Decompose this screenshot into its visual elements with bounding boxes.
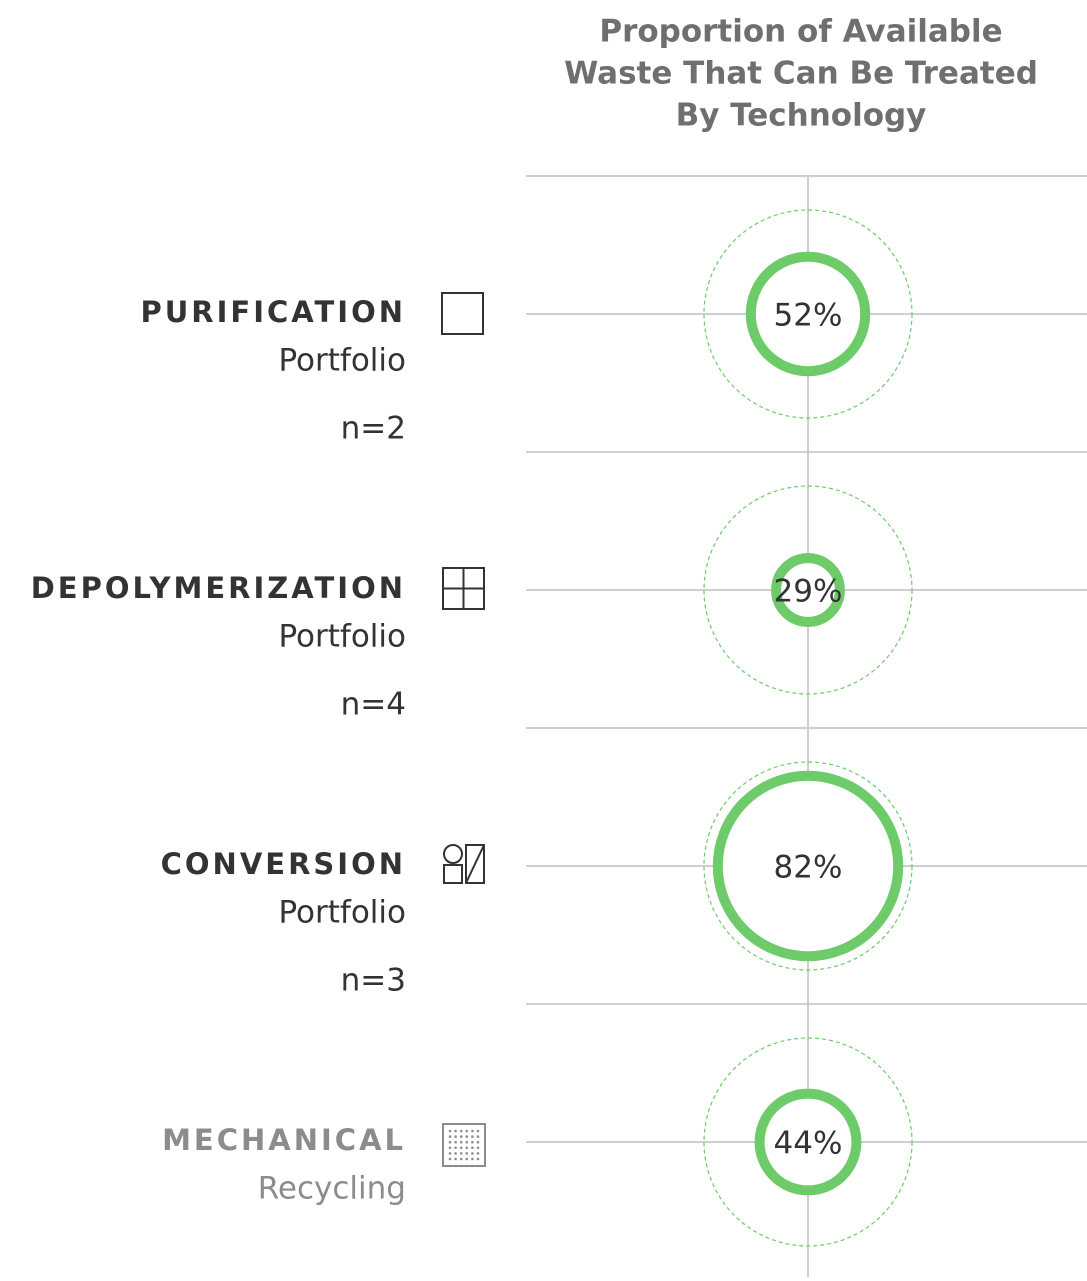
- dot: [448, 1157, 452, 1161]
- dot: [459, 1129, 463, 1133]
- reference-circle: [703, 209, 913, 419]
- dot: [465, 1157, 469, 1161]
- chart-title: By Technology: [676, 98, 927, 134]
- value-label: 44%: [774, 1126, 843, 1162]
- category-subtitle: Recycling: [258, 1171, 406, 1207]
- reference-circle: [703, 761, 913, 971]
- bubble: [712, 770, 904, 962]
- conversion-icon: [443, 844, 485, 884]
- dot: [465, 1135, 469, 1138]
- dot: [471, 1129, 474, 1133]
- dot: [454, 1157, 457, 1161]
- dot: [459, 1140, 463, 1144]
- n-label: n=2: [341, 411, 406, 447]
- dot: [476, 1152, 480, 1155]
- value-label: 52%: [774, 298, 843, 334]
- dot: [471, 1135, 474, 1138]
- n-label: n=3: [341, 963, 406, 999]
- dot: [476, 1157, 480, 1161]
- dot: [476, 1140, 480, 1144]
- dot: [465, 1146, 469, 1150]
- depolymerization-icon: [442, 567, 485, 610]
- bubble: [745, 251, 871, 377]
- dot: [459, 1152, 463, 1155]
- dot: [459, 1146, 463, 1150]
- dot: [448, 1152, 452, 1155]
- bubble: [754, 1088, 862, 1196]
- category-label: CONVERSION: [161, 847, 406, 881]
- dot: [471, 1146, 474, 1150]
- dot: [465, 1152, 469, 1155]
- value-label: 82%: [774, 850, 843, 886]
- dot: [471, 1140, 474, 1144]
- bubble: [771, 553, 845, 627]
- dot: [454, 1140, 457, 1144]
- category-subtitle: Portfolio: [278, 619, 406, 655]
- dot: [448, 1146, 452, 1150]
- category-label: DEPOLYMERIZATION: [31, 571, 406, 605]
- icons: [441, 292, 486, 1167]
- dot: [476, 1135, 480, 1138]
- dot: [476, 1129, 480, 1133]
- dot: [476, 1146, 480, 1150]
- dot: [471, 1152, 474, 1155]
- dot: [465, 1129, 469, 1133]
- n-label: n=4: [341, 687, 406, 723]
- category-label: MECHANICAL: [162, 1123, 406, 1157]
- dot: [454, 1146, 457, 1150]
- dot: [454, 1129, 457, 1133]
- category-subtitle: Portfolio: [278, 343, 406, 379]
- dot: [448, 1135, 452, 1138]
- category-label: PURIFICATION: [141, 295, 407, 329]
- dot: [459, 1135, 463, 1138]
- mechanical-icon: [442, 1123, 486, 1167]
- dot: [454, 1152, 457, 1155]
- dot: [471, 1157, 474, 1161]
- value-label: 29%: [774, 574, 843, 610]
- dot: [454, 1135, 457, 1138]
- purification-icon: [441, 292, 484, 335]
- dot: [448, 1129, 452, 1133]
- dot: [465, 1140, 469, 1144]
- chart-title: Proportion of Available: [599, 14, 1002, 50]
- reference-circle: [703, 485, 913, 695]
- category-subtitle: Portfolio: [278, 895, 406, 931]
- dot: [448, 1140, 452, 1144]
- dot: [459, 1157, 463, 1161]
- reference-circle: [703, 1037, 913, 1247]
- chart-title: Waste That Can Be Treated: [564, 56, 1038, 92]
- title-group: Proportion of Available Waste That Can Be…: [564, 14, 1038, 134]
